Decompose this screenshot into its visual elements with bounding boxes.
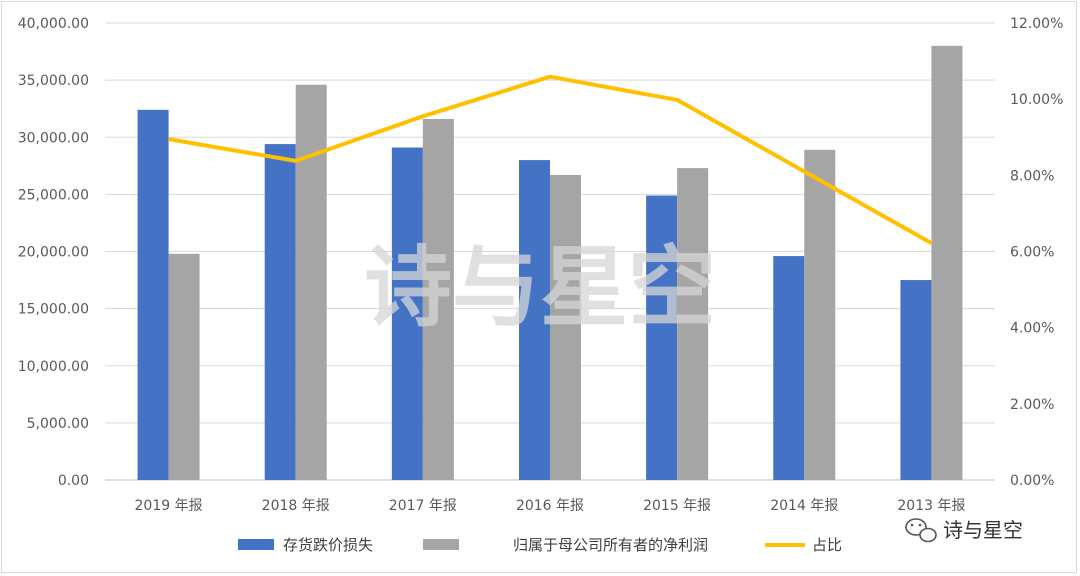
ratio-point bbox=[549, 76, 551, 78]
bars-group bbox=[137, 45, 963, 481]
right-axis-tick-label: 6.00% bbox=[1010, 245, 1054, 261]
bar-inventory-loss bbox=[137, 109, 169, 480]
right-axis-tick-label: 4.00% bbox=[1010, 321, 1054, 337]
legend-item-net-profit: 归属于母公司所有者的净利润 bbox=[423, 536, 708, 554]
ratio-point bbox=[676, 99, 678, 101]
brand-text: 诗与星空 bbox=[943, 518, 1023, 542]
x-axis-tick-label: 2018 年报 bbox=[262, 498, 330, 514]
left-axis-ticks: 0.00 5,000.00 10,000.00 15,000.00 20,000.00 2… bbox=[18, 16, 89, 489]
bar-net-profit bbox=[550, 174, 581, 480]
right-axis-ticks: 0.00% 2.00% 4.00% 6.00% 8.00% 10.00% 12.00% bbox=[1010, 16, 1063, 489]
ratio-point bbox=[422, 115, 424, 117]
bar-inventory-loss bbox=[391, 147, 423, 480]
left-axis-tick-label: 40,000.00 bbox=[18, 16, 89, 32]
brand-badge: 诗与星空 bbox=[905, 518, 1023, 543]
ratio-point bbox=[930, 242, 932, 244]
x-axis-labels: 2019 年报 2018 年报 2017 年报 2016 年报 2015 年报 2014 … bbox=[135, 498, 966, 514]
x-axis-tick-label: 2014 年报 bbox=[770, 498, 838, 514]
bar-net-profit bbox=[295, 84, 327, 480]
bar-inventory-loss bbox=[519, 160, 550, 480]
legend-swatch-inventory-loss bbox=[238, 539, 274, 550]
bar-net-profit bbox=[677, 168, 709, 480]
x-axis-tick-label: 2017 年报 bbox=[389, 498, 457, 514]
bar-net-profit bbox=[422, 118, 454, 480]
left-axis-tick-label: 30,000.00 bbox=[18, 130, 89, 146]
grid-lines bbox=[105, 22, 995, 481]
legend-swatch-net-profit bbox=[423, 539, 459, 550]
bar-inventory-loss bbox=[773, 256, 805, 480]
watermark: 诗与星空 bbox=[364, 236, 716, 339]
wechat-icon bbox=[905, 518, 937, 543]
x-axis-tick-label: 2019 年报 bbox=[135, 498, 203, 514]
right-axis-tick-label: 12.00% bbox=[1010, 16, 1063, 32]
ratio-point bbox=[295, 160, 297, 162]
legend-item-inventory-loss: 存货跌价损失 bbox=[238, 536, 373, 554]
ratio-point bbox=[168, 138, 170, 140]
x-axis-tick-label: 2016 年报 bbox=[516, 498, 584, 514]
bar-net-profit bbox=[168, 253, 200, 480]
bar-net-profit bbox=[804, 149, 836, 480]
right-axis-tick-label: 10.00% bbox=[1010, 92, 1063, 108]
right-axis-tick-label: 2.00% bbox=[1010, 397, 1054, 413]
left-axis-tick-label: 10,000.00 bbox=[18, 359, 89, 375]
left-axis-tick-label: 0.00 bbox=[58, 473, 89, 489]
bar-net-profit bbox=[931, 45, 963, 480]
right-axis-tick-label: 8.00% bbox=[1010, 168, 1054, 184]
left-axis-tick-label: 5,000.00 bbox=[27, 416, 89, 432]
legend-label-ratio: 占比 bbox=[812, 536, 842, 554]
x-axis-tick-label: 2015 年报 bbox=[643, 498, 711, 514]
legend-label-inventory-loss: 存货跌价损失 bbox=[283, 536, 373, 554]
legend-label-net-profit: 归属于母公司所有者的净利润 bbox=[513, 536, 708, 554]
line-series bbox=[168, 74, 933, 245]
left-axis-tick-label: 20,000.00 bbox=[18, 245, 89, 261]
left-axis-tick-label: 35,000.00 bbox=[18, 73, 89, 89]
left-axis-tick-label: 15,000.00 bbox=[18, 302, 89, 318]
bar-inventory-loss bbox=[646, 195, 678, 480]
bar-inventory-loss bbox=[900, 280, 932, 480]
bar-inventory-loss bbox=[264, 144, 296, 481]
ratio-point bbox=[803, 171, 805, 173]
left-axis-tick-label: 25,000.00 bbox=[18, 187, 89, 203]
legend-item-ratio: 占比 bbox=[765, 536, 842, 554]
x-axis-tick-label: 2013 年报 bbox=[897, 498, 965, 514]
legend: 存货跌价损失 归属于母公司所有者的净利润 占比 bbox=[238, 536, 842, 554]
right-axis-tick-label: 0.00% bbox=[1010, 473, 1054, 489]
